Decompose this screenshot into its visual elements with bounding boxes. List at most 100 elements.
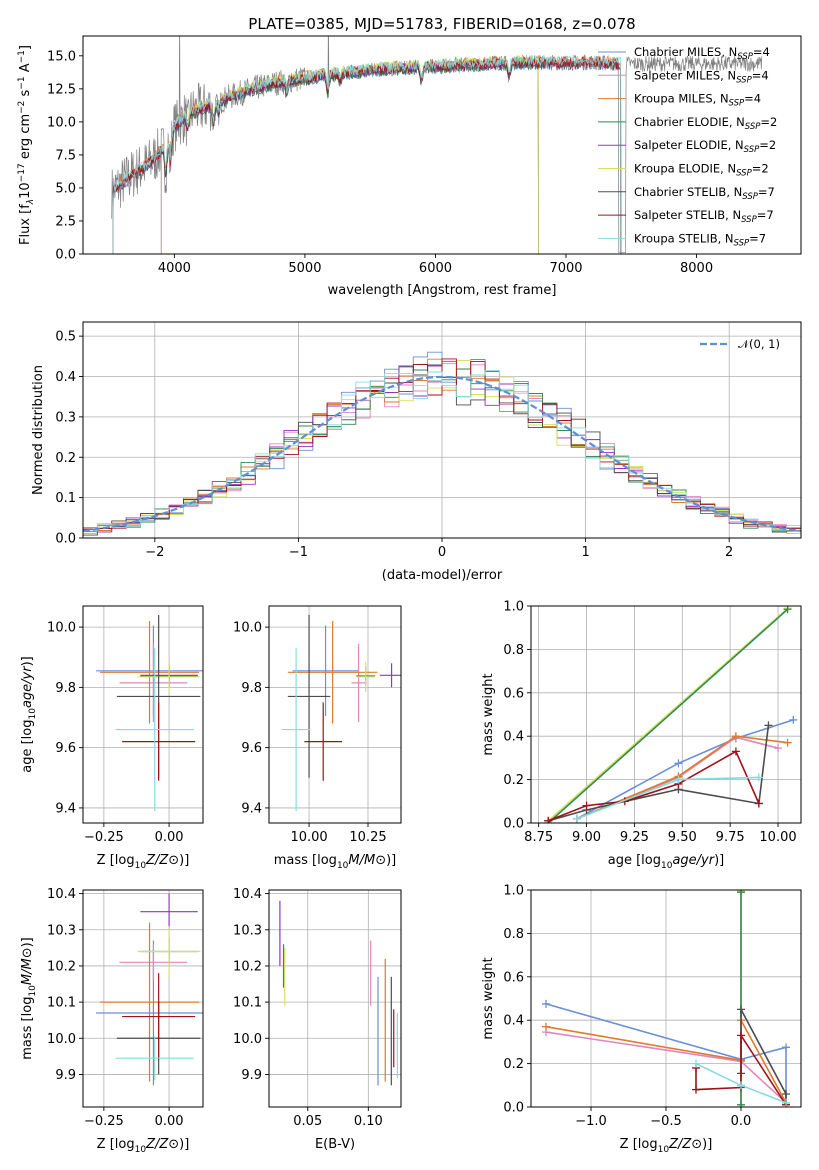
x-tick-label: 9.50 — [668, 830, 697, 845]
y-tick-label: 7.5 — [55, 148, 76, 163]
label-part: −1 — [17, 76, 27, 89]
label-part: mass [log — [20, 997, 35, 1060]
weight-series — [572, 773, 763, 823]
x-tick-label: 5000 — [288, 261, 321, 276]
x-axis-label: Z [log10Z/Z⊙)] — [97, 853, 190, 871]
legend-sub: SSP — [736, 75, 752, 85]
axes-frame — [82, 35, 802, 255]
errorbar-point — [292, 625, 359, 717]
errorbar-point — [115, 648, 194, 811]
label-part: age [log — [20, 720, 35, 773]
label-sub: 10 — [28, 708, 38, 720]
legend-nssp: =2 — [759, 138, 776, 152]
y-axis-label: age [log10age/yr)] — [20, 656, 38, 773]
x-tick-label: 4000 — [158, 261, 191, 276]
x-tick-label: −2 — [145, 545, 164, 560]
y-tick-label: 10.4 — [233, 887, 262, 902]
legend-entry: Salpeter MILES, NSSP=4 — [634, 68, 769, 85]
errorbar-point — [287, 621, 378, 724]
y-tick-label: 9.8 — [241, 681, 262, 696]
series-line — [576, 719, 794, 820]
y-tick-label: 10.0 — [47, 621, 76, 636]
label-part: λ — [26, 199, 36, 205]
errorbar-point — [119, 643, 188, 723]
label-part: 10 — [18, 182, 33, 199]
label-sub: 10 — [658, 1145, 670, 1155]
label-part: −17 — [17, 163, 27, 182]
x-tick-label: 0.00 — [155, 830, 184, 845]
y-tick-label: 10.3 — [233, 923, 262, 938]
y-tick-label: 0.2 — [503, 773, 524, 788]
y-tick-label: 9.8 — [55, 681, 76, 696]
spectrum-panel: 4000 5000 6000 7000 8000 0.0 2.5 5.0 7.5 10.0 12.5… — [17, 15, 802, 298]
label-part: Flux [f — [18, 204, 33, 245]
x-tick-label: 0 — [438, 545, 446, 560]
y-tick-label: 10.2 — [233, 959, 262, 974]
legend-name: Salpeter MILES, N — [634, 68, 736, 82]
series-line — [547, 750, 760, 822]
age_vs_Z-panel: −0.25 0.009.49.69.810.0Z [log10Z/Z⊙)]age … — [20, 605, 204, 871]
x-axis-label: wavelength [Angstrom, rest frame] — [328, 283, 557, 298]
x-axis-label: E(B-V) — [315, 1137, 355, 1152]
y-tick-label: 9.4 — [241, 801, 262, 816]
legend-entry: Kroupa ELODIE, NSSP=2 — [634, 162, 769, 179]
legend-name: Chabrier MILES, N — [634, 45, 737, 59]
model-line — [112, 58, 622, 254]
x-axis-label: Z [log10Z/Z⊙)] — [620, 1137, 713, 1155]
legend-entry: Kroupa MILES, NSSP=4 — [634, 92, 761, 109]
x-tick-label: 7000 — [549, 261, 582, 276]
model-line — [112, 54, 622, 254]
errorbar-point — [99, 922, 200, 1082]
y-axis-label: Flux [fλ10−17 erg cm−2 s−1 A−1] — [17, 45, 36, 245]
label-part: M/M — [348, 853, 375, 868]
weight_vs_age-panel: 8.75 9.00 9.25 9.50 9.75 10.00 0.0 0.2 0.4 0.6 0.8… — [481, 600, 802, 871]
x-tick-label: −0.25 — [84, 1114, 124, 1129]
y-tick-label: 0.0 — [503, 1101, 524, 1116]
errorbar-point — [287, 615, 331, 778]
label-part: Z [log — [97, 853, 135, 868]
legend-nssp: =4 — [744, 92, 761, 106]
axes-frame — [268, 889, 402, 1108]
series-marker — [674, 775, 683, 784]
legend-entry: Salpeter ELODIE, NSSP=2 — [634, 138, 776, 155]
y-axis-label: mass weight — [481, 673, 496, 755]
errorbar-point — [137, 926, 201, 977]
x-axis-label: age [log10age/yr)] — [608, 853, 725, 871]
errorbar-point — [140, 893, 198, 930]
legend-sub: SSP — [729, 99, 745, 109]
x-tick-label: 10.25 — [349, 830, 386, 845]
x-axis-label: Z [log10Z/Z⊙)] — [97, 1137, 190, 1155]
model-line — [112, 56, 622, 254]
errorbar-point — [281, 648, 311, 811]
weight-lines — [544, 606, 798, 823]
label-part: −1 — [17, 50, 27, 63]
label-part: ⊙)] — [168, 1137, 189, 1152]
legend-name: Chabrier ELODIE, N — [634, 115, 745, 129]
errorbar-point — [137, 661, 201, 692]
series-marker — [731, 732, 740, 741]
y-tick-label: 12.5 — [47, 82, 76, 97]
series-marker — [731, 747, 740, 756]
label-sub: 10 — [661, 861, 673, 871]
x-tick-label: 9.00 — [572, 830, 601, 845]
y-tick-label: 0.0 — [503, 817, 524, 832]
legend-sub: SSP — [741, 215, 757, 225]
y-tick-label: 2.5 — [55, 214, 76, 229]
legend-entry: 𝒩(0, 1) — [738, 337, 780, 351]
series-marker — [572, 814, 581, 823]
x-tick-label: 0.0 — [731, 1114, 752, 1129]
y-tick-label: 10.2 — [47, 959, 76, 974]
label-part: erg cm — [18, 114, 33, 163]
series-marker — [737, 1100, 745, 1107]
legend-sub: SSP — [737, 52, 753, 62]
series-marker — [737, 1081, 745, 1090]
y-tick-label: 0.8 — [503, 927, 524, 942]
label-part: Z [log — [620, 1137, 658, 1152]
errorbars — [279, 900, 398, 1086]
series-marker — [737, 1031, 745, 1040]
series-marker — [754, 773, 763, 782]
legend-name: Kroupa ELODIE, N — [634, 162, 736, 176]
label-sub: 10 — [28, 985, 38, 997]
legend-sub: SSP — [745, 122, 761, 132]
y-tick-label: 0.4 — [503, 1014, 524, 1029]
